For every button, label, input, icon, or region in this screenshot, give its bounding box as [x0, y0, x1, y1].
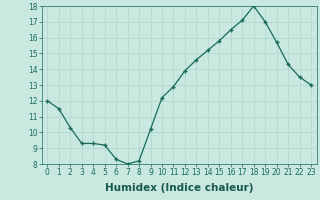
X-axis label: Humidex (Indice chaleur): Humidex (Indice chaleur)	[105, 183, 253, 193]
